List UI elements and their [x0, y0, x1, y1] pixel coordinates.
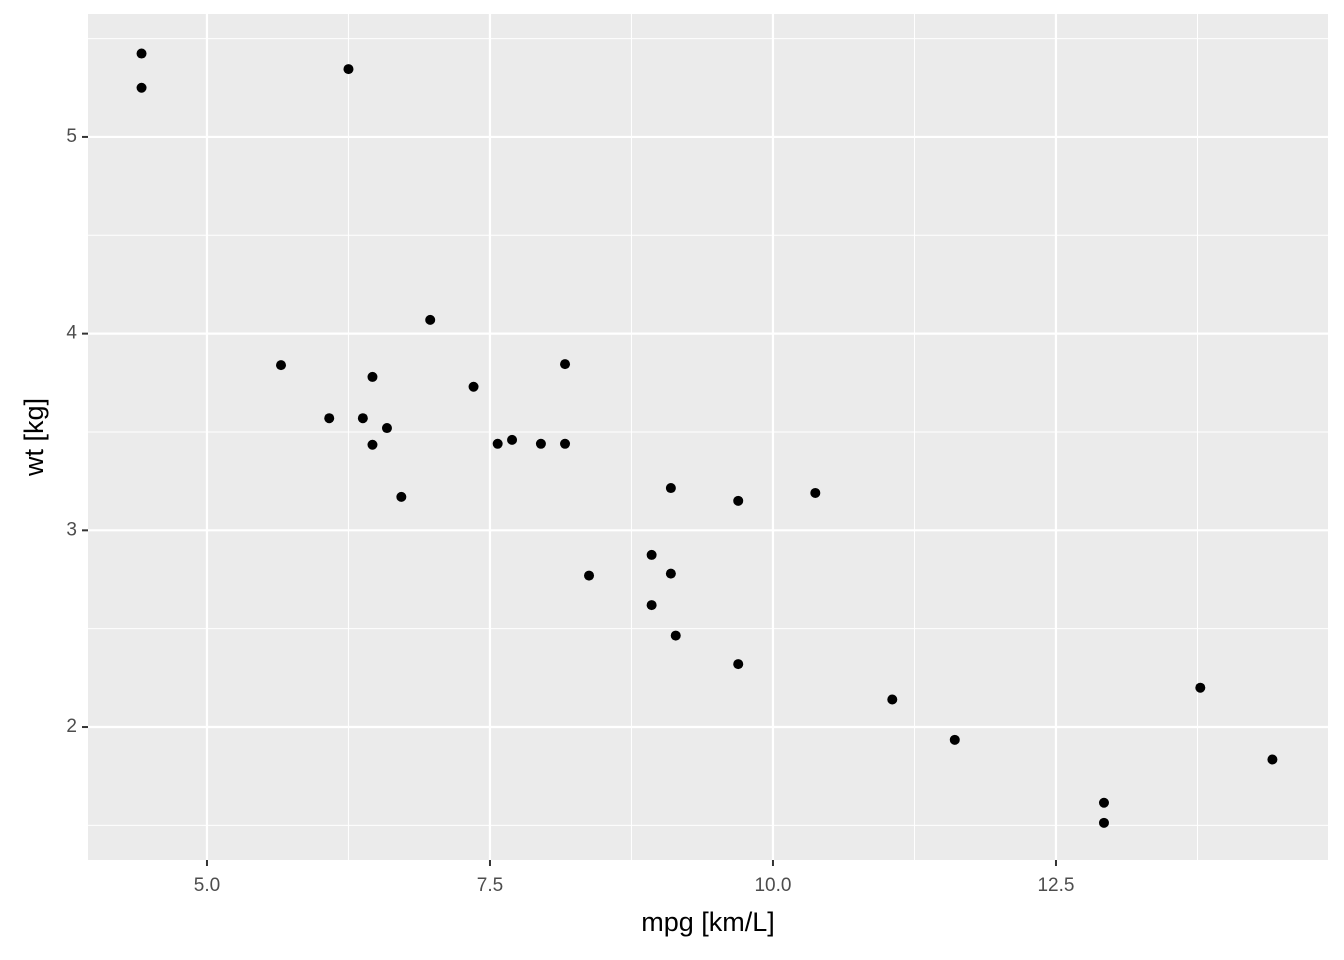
point [1267, 754, 1278, 765]
point [367, 371, 378, 382]
point [425, 314, 436, 325]
x-tick-label: 5.0 [194, 875, 220, 896]
x-tick-label: 12.5 [1037, 875, 1074, 896]
point [324, 413, 335, 424]
point [535, 438, 546, 449]
point [733, 659, 744, 670]
point [560, 359, 571, 370]
point [136, 48, 147, 59]
point [507, 434, 518, 445]
point [670, 630, 681, 641]
y-tick-label: 5 [66, 126, 77, 147]
point [646, 600, 657, 611]
point [584, 570, 595, 581]
point [357, 413, 368, 424]
y-tick-label: 2 [66, 716, 77, 737]
point [665, 568, 676, 579]
point [468, 381, 479, 392]
point [646, 549, 657, 560]
point [665, 483, 676, 494]
y-tick-label: 3 [66, 519, 77, 540]
point [136, 82, 147, 93]
point [1098, 797, 1109, 808]
point [343, 64, 354, 75]
point [381, 423, 392, 434]
point [1098, 817, 1109, 828]
x-tick-label: 7.5 [477, 875, 503, 896]
x-axis-title: mpg [km/L] [641, 907, 775, 937]
panel [88, 14, 1328, 860]
point [887, 694, 898, 705]
point [1195, 682, 1206, 693]
point [276, 360, 287, 371]
point [949, 734, 960, 745]
y-axis-title: wt [kg] [19, 398, 49, 477]
x-tick-label: 10.0 [754, 875, 791, 896]
point [733, 495, 744, 506]
point [367, 439, 378, 450]
point [396, 491, 407, 502]
point [492, 438, 503, 449]
point [560, 438, 571, 449]
point [810, 487, 821, 498]
y-tick-label: 4 [66, 323, 77, 344]
